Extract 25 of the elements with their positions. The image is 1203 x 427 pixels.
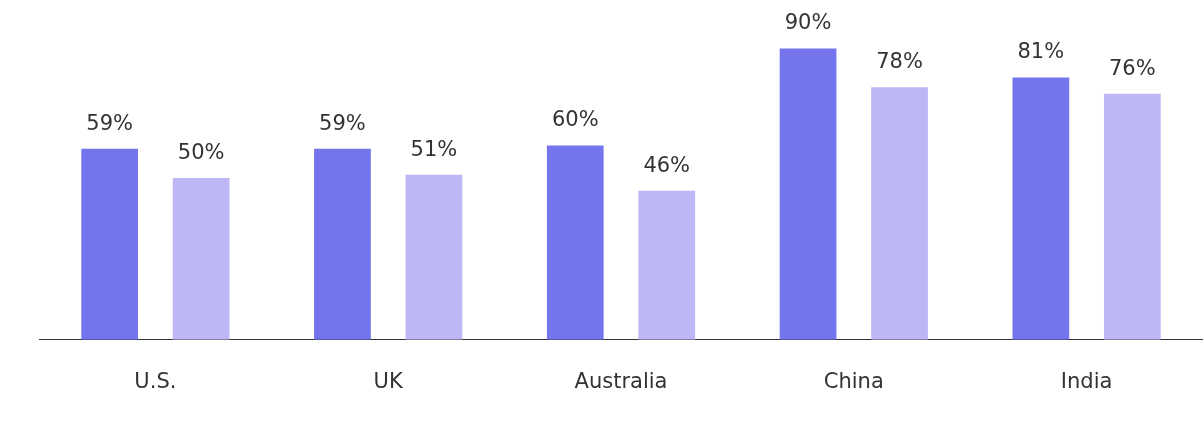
- data-label: 51%: [410, 136, 458, 161]
- data-label: 59%: [86, 110, 133, 135]
- data-label: 76%: [1109, 55, 1156, 80]
- bar: [1103, 93, 1161, 340]
- x-tick-label: UK: [373, 368, 404, 393]
- bar: [81, 148, 139, 340]
- data-label: 60%: [551, 107, 599, 132]
- bar: [779, 48, 837, 340]
- bar: [405, 174, 463, 340]
- data-label: 59%: [319, 110, 366, 135]
- bar: [172, 177, 230, 340]
- data-label: 81%: [1017, 39, 1065, 64]
- bar: [314, 148, 371, 340]
- bar: [638, 190, 696, 340]
- data-label: 90%: [784, 10, 832, 35]
- data-label: 50%: [177, 139, 225, 164]
- bar: [1012, 77, 1070, 340]
- x-tick-label: U.S.: [134, 368, 177, 393]
- bar: [871, 87, 928, 340]
- x-tick-label: China: [823, 368, 884, 393]
- x-tick-label: Australia: [574, 368, 668, 393]
- x-tick-label: India: [1060, 368, 1113, 393]
- data-label: 78%: [876, 49, 923, 74]
- data-label: 46%: [643, 152, 691, 177]
- bar: [546, 145, 604, 340]
